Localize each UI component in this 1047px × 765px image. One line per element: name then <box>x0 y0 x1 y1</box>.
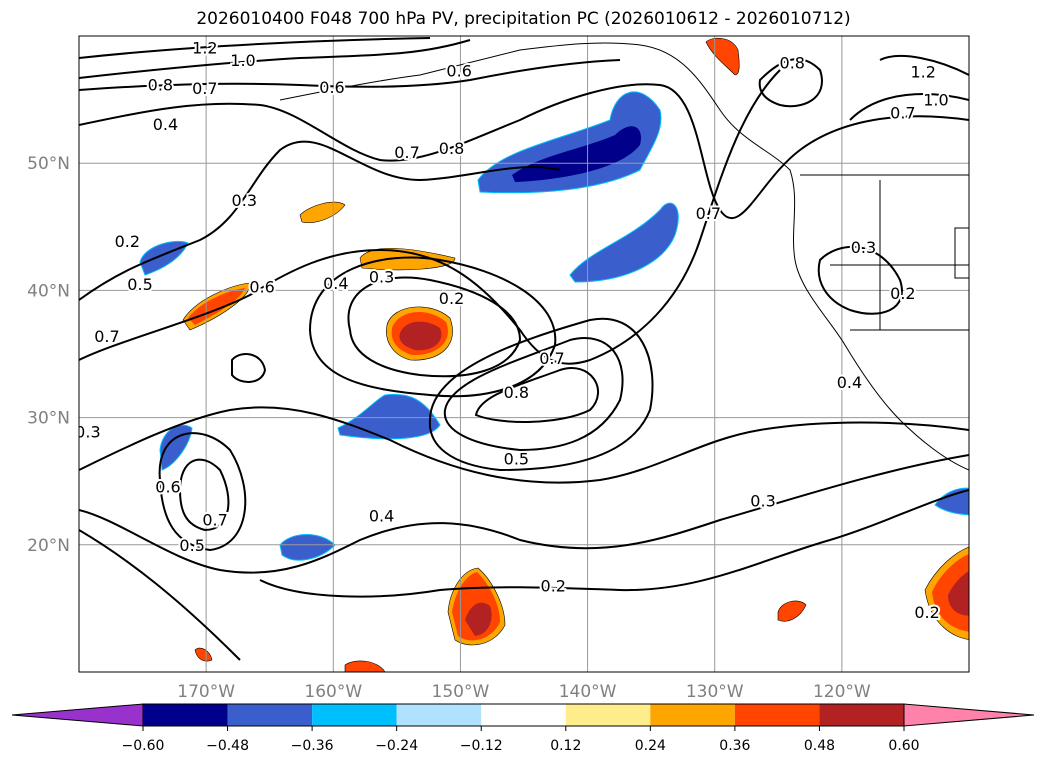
contour-label: 1.2 <box>911 63 936 82</box>
contour-label: 0.2 <box>115 232 140 251</box>
precip-blob <box>139 240 189 276</box>
contour-label: 0.4 <box>837 373 862 392</box>
contour-label: 0.2 <box>541 577 566 596</box>
colorbar-tick-label: 0.24 <box>635 738 666 754</box>
contour-label: 0.8 <box>780 54 805 73</box>
contour-label: 0.6 <box>446 61 471 80</box>
lon-tick-label: 160°W <box>304 682 362 702</box>
colorbar-segment <box>650 704 735 726</box>
contour-label: 0.3 <box>750 491 775 510</box>
contour-label: 0.6 <box>249 278 274 297</box>
contour-label: 0.6 <box>155 477 180 496</box>
colorbar-tick-label: −0.60 <box>122 738 165 754</box>
contour-label: 0.4 <box>323 274 348 293</box>
colorbar-segment <box>819 704 904 726</box>
contour-label: 0.8 <box>504 383 529 402</box>
lon-tick-label: 170°W <box>177 682 235 702</box>
contour-label: 0.7 <box>94 327 119 346</box>
contour-label: 0.3 <box>75 423 100 442</box>
contour-label: 0.2 <box>439 289 464 308</box>
precip-blob <box>569 202 679 283</box>
contour-label: 1.0 <box>230 51 255 70</box>
contour-label: 0.7 <box>890 103 915 122</box>
colorbar-tick-label: 0.48 <box>804 738 835 754</box>
colorbar-tick-label: 0.60 <box>888 738 919 754</box>
contour-label: 1.0 <box>923 91 948 110</box>
contour-label: 0.3 <box>369 267 394 286</box>
lat-tick-label: 30°N <box>27 409 70 429</box>
precip-blob <box>399 321 442 351</box>
colorbar-tick-label: −0.36 <box>291 738 334 754</box>
colorbar-extend-high <box>903 703 1035 727</box>
colorbar-tick-label: −0.48 <box>206 738 249 754</box>
lat-tick-label: 50°N <box>27 154 70 174</box>
contour-label: 0.3 <box>851 238 876 257</box>
contour-label: 1.2 <box>192 38 217 57</box>
lon-tick-label: 140°W <box>559 682 617 702</box>
map-frame <box>78 35 970 673</box>
lat-tick-label: 20°N <box>27 536 70 556</box>
contour-label: 0.3 <box>232 191 257 210</box>
colorbar-segment <box>396 704 482 726</box>
precip-blob <box>194 647 213 662</box>
colorbar-segment <box>734 704 820 726</box>
colorbar-segment <box>312 704 397 726</box>
contour-label: 0.5 <box>127 275 152 294</box>
colorbar: −0.60 −0.48 −0.36 −0.24 −0.12 0.12 0.24 0.36 0.4… <box>11 703 1035 754</box>
contour-label: 0.4 <box>153 115 178 134</box>
colorbar-tick-label: 0.12 <box>550 738 581 754</box>
colorbar-segment <box>481 704 566 726</box>
precip-blob <box>934 487 969 516</box>
precipitation-shading <box>139 37 969 672</box>
colorbar-tick-label: −0.24 <box>375 738 418 754</box>
lon-tick-label: 120°W <box>813 682 871 702</box>
precip-blob <box>344 660 386 672</box>
precip-blob <box>299 201 346 223</box>
precip-blob <box>159 424 193 471</box>
contour-label: 0.2 <box>890 284 915 303</box>
precip-blob <box>948 570 969 616</box>
contour-label: 0.7 <box>539 349 564 368</box>
colorbar-extend-low <box>11 703 144 727</box>
contour-label: 0.5 <box>179 536 204 555</box>
colorbar-segment <box>227 704 313 726</box>
contour-label: 0.8 <box>148 75 173 94</box>
lat-tick-label: 40°N <box>27 281 70 301</box>
precip-blob <box>337 393 441 440</box>
colorbar-tick-label: −0.12 <box>460 738 503 754</box>
pv-contours <box>79 37 969 661</box>
contour-label: 0.7 <box>696 204 721 223</box>
colorbar-segment <box>143 704 228 726</box>
contour-label: 0.7 <box>394 143 419 162</box>
colorbar-tick-label: 0.36 <box>719 738 750 754</box>
lon-tick-label: 150°W <box>432 682 490 702</box>
colorbar-segment <box>565 704 651 726</box>
precip-blob <box>777 600 807 622</box>
precip-blob <box>705 37 740 76</box>
contour-label: 0.5 <box>504 449 529 468</box>
contour-label: 0.6 <box>319 78 344 97</box>
contour-labels: 1.2 1.0 0.8 0.7 0.6 0.6 0.4 0.7 0.8 0.3 0.2 0.5 0.6 0… <box>75 36 951 624</box>
contour-label: 0.7 <box>192 79 217 98</box>
chart-title: 2026010400 F048 700 hPa PV, precipitatio… <box>196 9 851 29</box>
contour-label: 0.8 <box>439 139 464 158</box>
contour-label: 0.7 <box>202 510 227 529</box>
colorbar-outline <box>142 703 905 727</box>
axis-tick-labels: 170°W 160°W 150°W 140°W 130°W 120°W 50°N 40°N 30… <box>27 154 871 702</box>
contour-label: 0.4 <box>369 507 394 526</box>
contour-label: 0.2 <box>914 603 939 622</box>
lon-tick-label: 130°W <box>686 682 744 702</box>
precip-blob <box>465 602 492 636</box>
